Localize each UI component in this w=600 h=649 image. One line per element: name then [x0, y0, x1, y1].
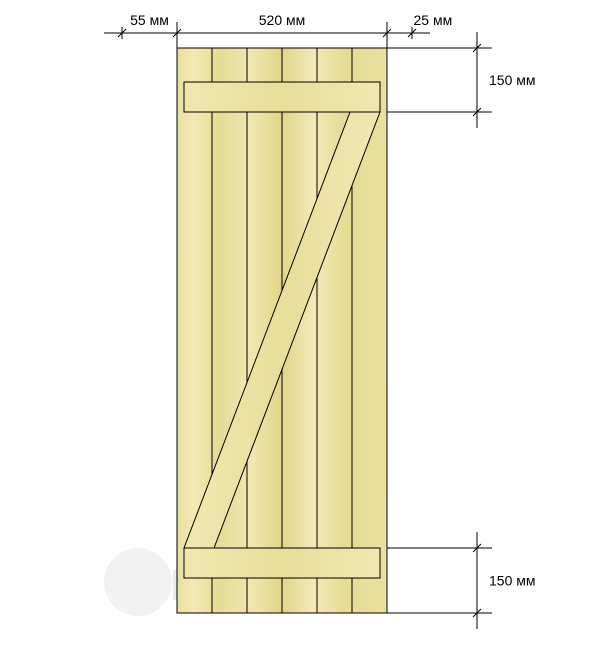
- dim-right-margin: 25 мм: [414, 12, 453, 28]
- top-dimension-row: 55 мм 520 мм 25 мм: [104, 12, 452, 48]
- dim-top-offset: 150 мм: [489, 72, 536, 88]
- dim-left-margin: 55 мм: [130, 12, 169, 28]
- bottom-rail: [184, 548, 380, 578]
- door-diagram: RMNT 55 мм520 мм25 мм 150 мм150 мм: [0, 0, 600, 649]
- dim-bottom-offset: 150 мм: [489, 573, 536, 589]
- right-dimension-col: 150 мм 150 мм: [387, 32, 536, 629]
- door-panel: [177, 48, 387, 613]
- top-rail: [184, 82, 380, 112]
- dim-panel-width: 520 мм: [259, 12, 306, 28]
